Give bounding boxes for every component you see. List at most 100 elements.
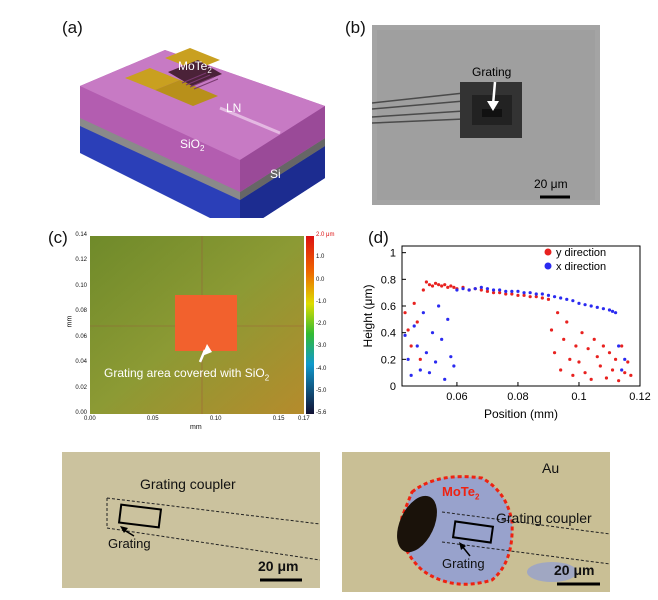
data-point-y bbox=[452, 285, 456, 289]
data-point-y bbox=[568, 357, 572, 361]
panel-d-label: (d) bbox=[368, 228, 389, 247]
x-tick-labels: 0.00 0.05 0.10 0.15 0.17 bbox=[84, 416, 310, 426]
data-point-x bbox=[623, 357, 627, 361]
data-point-y bbox=[580, 331, 584, 335]
legend-marker bbox=[544, 262, 552, 270]
y-tick-label: 0.2 bbox=[381, 354, 396, 366]
data-point-x bbox=[437, 304, 441, 308]
data-point-x bbox=[421, 311, 425, 315]
data-point-x bbox=[589, 304, 593, 308]
data-point-y bbox=[613, 357, 618, 361]
x-tick-label: 0.15 bbox=[272, 416, 285, 422]
legend-marker bbox=[544, 248, 552, 256]
mote2-flake bbox=[168, 60, 222, 86]
data-point-y bbox=[556, 311, 560, 315]
x-tick-label: 0.05 bbox=[146, 416, 159, 422]
colorbar-tick-label: 1.0 bbox=[316, 254, 325, 261]
mote2-label: MoTe2 bbox=[178, 59, 212, 75]
data-point-x bbox=[510, 289, 514, 293]
height-profile-chart: 0.06 0.08 0.1 0.12 0 0.2 0.4 0.6 0.8 1 Position (m… bbox=[361, 245, 651, 421]
dark-particle bbox=[397, 495, 437, 553]
y-tick-label: 0.04 bbox=[75, 359, 87, 366]
grating-box bbox=[451, 520, 495, 544]
data-point-y bbox=[620, 344, 624, 348]
height-map: Grating area covered with SiO2 0.14 0.12 0… bbox=[62, 232, 362, 432]
grating-lines bbox=[181, 72, 219, 90]
colorbar-tick-label: -4.0 bbox=[316, 365, 327, 372]
y-tick-label: 0.4 bbox=[381, 328, 396, 340]
y-tick-label: 0 bbox=[390, 381, 396, 393]
scale-label: 20 μm bbox=[534, 177, 568, 191]
data-point-y bbox=[604, 376, 609, 380]
colorbar-tick-label: -5.6 bbox=[316, 410, 327, 416]
data-point-x bbox=[455, 288, 459, 292]
data-point-y bbox=[589, 377, 593, 381]
data-point-x bbox=[534, 292, 538, 296]
data-point-y bbox=[617, 379, 621, 383]
x-tick-label: 0.08 bbox=[507, 391, 528, 403]
data-point-x bbox=[601, 307, 605, 311]
y-unit: mm bbox=[66, 315, 74, 328]
colorbar-tick-label: 2.0 μm bbox=[316, 232, 335, 238]
data-point-y bbox=[491, 291, 496, 295]
waveguide bbox=[219, 106, 281, 135]
panel-b-label: (b) bbox=[345, 18, 366, 37]
data-point-y bbox=[601, 344, 605, 348]
data-point-y bbox=[446, 285, 450, 289]
legend-label: y direction bbox=[556, 247, 606, 259]
data-point-y bbox=[418, 357, 422, 361]
data-point-y bbox=[433, 281, 438, 285]
data-point-x bbox=[595, 305, 599, 309]
data-point-x bbox=[433, 360, 438, 364]
au-label: Au bbox=[184, 37, 199, 51]
data-point-x bbox=[409, 373, 413, 377]
data-point-y bbox=[409, 344, 413, 348]
data-point-x bbox=[412, 324, 416, 328]
data-point-y bbox=[595, 355, 599, 359]
data-point-x bbox=[403, 333, 407, 337]
y-tick-label: 0.10 bbox=[75, 282, 87, 289]
y-tick-labels: 0.14 0.12 0.10 0.08 0.06 0.04 0.02 0.00 bbox=[62, 232, 90, 432]
data-point-x bbox=[610, 309, 615, 313]
colorbar-tick-labels: 2.0 μm 1.0 0.0 -1.0 -2.0 -3.0 -4.0 -5.0 -5.6 bbox=[316, 232, 360, 418]
data-point-y bbox=[522, 293, 526, 297]
data-point-y bbox=[485, 289, 490, 293]
data-point-x bbox=[546, 293, 551, 297]
data-point-x bbox=[406, 357, 410, 361]
data-point-y bbox=[479, 288, 483, 292]
data-point-x bbox=[479, 285, 483, 289]
data-point-x bbox=[504, 289, 508, 293]
legend-label: x direction bbox=[556, 261, 606, 273]
data-point-x bbox=[607, 308, 612, 312]
coupler-label: Grating coupler bbox=[140, 476, 236, 492]
data-point-y bbox=[562, 337, 566, 341]
data-point-x bbox=[516, 289, 520, 293]
y-tick-label: 0.8 bbox=[381, 274, 396, 286]
colorbar-tick-label: 0.0 bbox=[316, 276, 325, 283]
data-point-y bbox=[406, 328, 410, 332]
data-point-x bbox=[430, 331, 435, 335]
au-pad-top bbox=[165, 48, 220, 70]
panel-a-label: (a) bbox=[62, 18, 83, 37]
data-point-y bbox=[583, 371, 587, 375]
x-tick-label: 0.12 bbox=[629, 391, 650, 403]
data-point-y bbox=[540, 296, 544, 300]
data-point-y bbox=[610, 368, 615, 372]
optical-image-e: Grating coupler Grating 20 μm bbox=[62, 452, 320, 588]
y-tick-label: 0.12 bbox=[75, 257, 87, 264]
data-point-x bbox=[449, 355, 453, 359]
ln-label: LN bbox=[226, 101, 241, 115]
colorbar-tick-label: -1.0 bbox=[316, 298, 327, 305]
plot-frame bbox=[401, 245, 641, 387]
data-point-x bbox=[571, 299, 575, 303]
data-point-y bbox=[403, 311, 407, 315]
data-point-y bbox=[534, 295, 538, 299]
data-point-x bbox=[427, 371, 432, 375]
data-point-x bbox=[491, 288, 496, 292]
data-point-y bbox=[607, 351, 612, 355]
x-tick-label: 0.10 bbox=[209, 416, 222, 422]
grating-label: Grating bbox=[108, 536, 151, 551]
data-point-y bbox=[586, 347, 590, 351]
data-point-x bbox=[415, 344, 419, 348]
coupler-label: Grating coupler bbox=[496, 510, 592, 526]
